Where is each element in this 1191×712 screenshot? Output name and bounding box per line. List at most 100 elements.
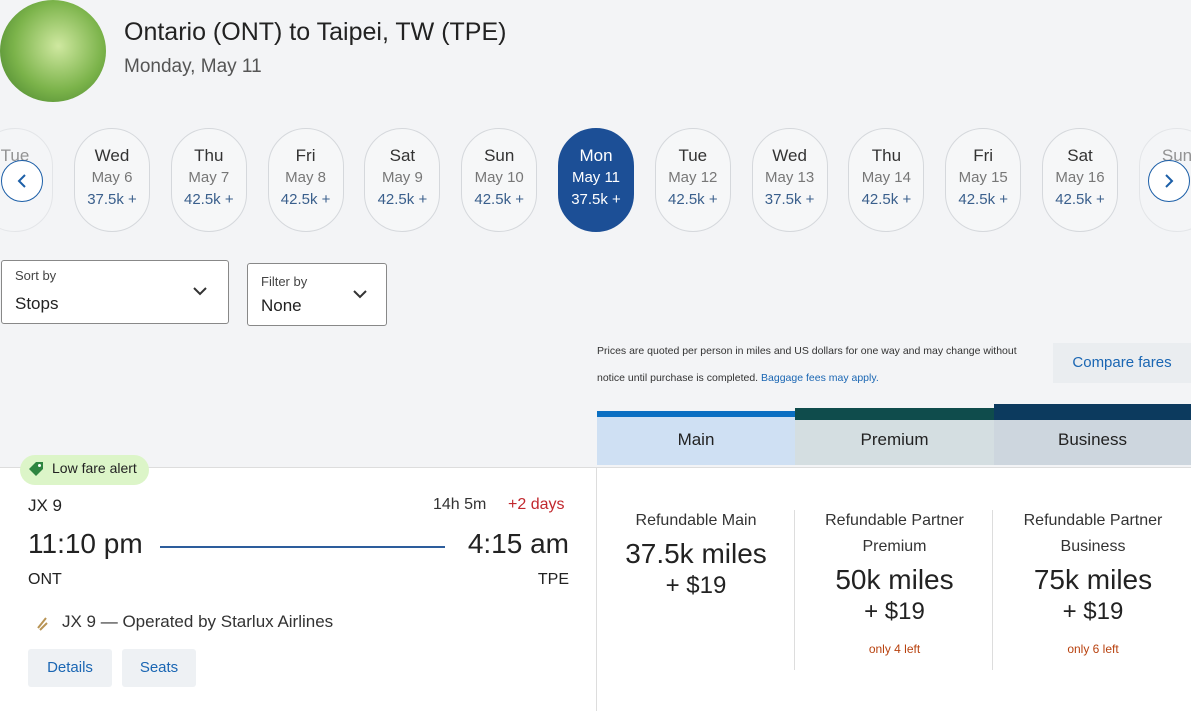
day: Sat (1067, 146, 1093, 165)
date-card[interactable]: Fri May 8 42.5k + (267, 128, 344, 232)
fare-option[interactable]: Refundable Partner Premium 50k miles + $19… (796, 508, 994, 656)
divider (992, 510, 993, 670)
date: May 16 (1055, 169, 1105, 186)
fare-cash: + $19 (864, 598, 925, 625)
origin: ONT (28, 571, 62, 588)
day: Wed (94, 146, 130, 165)
seats-left: only 6 left (1067, 642, 1119, 656)
date-card[interactable]: Thu May 14 42.5k + (848, 128, 925, 232)
date-card[interactable]: Sat May 16 42.5k + (1042, 128, 1118, 232)
next-button[interactable] (1148, 160, 1190, 202)
fare-name: Refundable Partner Premium (825, 512, 964, 555)
day: Tue (678, 146, 708, 165)
value: Stops (15, 294, 59, 313)
airline-logo (37, 617, 48, 631)
compare-button[interactable]: Compare fares (1053, 343, 1191, 383)
tag-icon (29, 462, 43, 476)
tab[interactable]: Business (994, 404, 1191, 465)
fare-name: Refundable Partner Business (1023, 512, 1163, 555)
price: 42.5k + (667, 191, 718, 208)
day: Fri (295, 146, 316, 165)
fare-option[interactable]: Refundable Main 37.5k miles + $19 (597, 508, 795, 600)
seats-button[interactable]: Seats (122, 649, 196, 687)
seats-left: only 4 left (868, 642, 921, 656)
value: None (261, 296, 302, 315)
price: 42.5k + (377, 191, 428, 208)
price: 42.5k + (861, 191, 912, 208)
day: Thu (194, 146, 224, 165)
notice-text: Prices are quoted per person in miles an… (597, 345, 1017, 384)
depart-time: 11:10 pm (28, 528, 143, 559)
date: May 7 (188, 169, 230, 186)
date-card[interactable]: Fri May 15 42.5k + (945, 128, 1022, 232)
flight-number: JX 9 (28, 496, 63, 515)
fare-cash: + $19 (665, 572, 727, 599)
day: Thu (871, 146, 902, 165)
duration: 14h 5m (433, 496, 487, 513)
date: May 13 (764, 169, 815, 186)
date-card[interactable]: Tue May 12 42.5k + (654, 128, 731, 232)
price: 37.5k + (87, 191, 137, 208)
price: 37.5k + (571, 191, 621, 208)
price: 42.5k + (958, 191, 1008, 208)
date-card[interactable]: Thu May 7 42.5k + (170, 128, 247, 232)
day-offset: +2 days (508, 496, 565, 513)
divider (596, 467, 597, 711)
day: Mon (579, 146, 613, 165)
arrive-time: 4:15 am (467, 528, 569, 559)
date: May 11 (571, 169, 621, 186)
details-button[interactable]: Details (28, 649, 112, 687)
filter-select[interactable]: Filter by None (247, 263, 387, 326)
date-card[interactable]: Sun May 10 42.5k + (461, 128, 538, 232)
date-card[interactable]: Mon May 11 37.5k + (558, 128, 634, 232)
date: May 9 (381, 169, 423, 186)
destination: TPE (537, 571, 569, 588)
badge-text: Low fare alert (52, 460, 137, 476)
icon (17, 174, 26, 188)
price: 42.5k + (1055, 191, 1105, 208)
chevron (353, 290, 367, 299)
fare-miles: 37.5k miles (625, 538, 767, 569)
price: 42.5k + (474, 191, 524, 208)
destination-image (0, 0, 106, 102)
day: Sun (484, 146, 515, 165)
day: Sat (389, 146, 416, 165)
chevron (193, 287, 207, 296)
fare-cash: + $19 (1062, 598, 1124, 625)
baggage-link[interactable]: Baggage fees may apply. (761, 372, 879, 384)
title: Ontario (ONT) to Taipei, TW (TPE) (124, 18, 507, 46)
tab[interactable]: Main (597, 411, 795, 465)
date: May 14 (861, 169, 911, 186)
label: Filter by (261, 274, 308, 289)
badge: Low fare alert (20, 455, 149, 485)
date-card[interactable]: Wed May 13 37.5k + (751, 128, 828, 232)
fare-option[interactable]: Refundable Partner Business 75k miles + $1… (994, 508, 1191, 656)
fare-miles: 75k miles (1033, 564, 1153, 595)
price: 42.5k + (280, 191, 331, 208)
fare-name: Refundable Main (635, 512, 757, 529)
date: May 6 (91, 169, 133, 186)
divider (794, 510, 795, 670)
date: May 8 (285, 169, 327, 186)
fare-miles: 50k miles (835, 564, 954, 595)
tab[interactable]: Premium (795, 408, 994, 465)
date: May 10 (474, 169, 524, 186)
icon (1165, 174, 1174, 188)
route-line (160, 546, 445, 548)
date-card[interactable]: Sat May 9 42.5k + (364, 128, 441, 232)
operated-by: JX 9 — Operated by Starlux Airlines (62, 612, 334, 631)
label: Sort by (15, 268, 57, 283)
date-strip: Tue Sun Wed May 6 37.5k + Thu May 7 42.5k + Fr… (0, 0, 1191, 240)
price: 42.5k + (183, 191, 234, 208)
sort-select[interactable]: Sort by Stops (1, 260, 229, 324)
date: May 15 (958, 169, 1008, 186)
date: May 12 (668, 169, 718, 186)
price: 37.5k + (764, 191, 815, 208)
subtitle: Monday, May 11 (124, 56, 262, 77)
date-card[interactable]: Wed May 6 37.5k + (74, 128, 150, 232)
day: Fri (973, 146, 994, 165)
day: Wed (772, 146, 807, 165)
prev-button[interactable] (1, 160, 43, 202)
notice: Prices are quoted per person in miles an… (597, 338, 1047, 392)
